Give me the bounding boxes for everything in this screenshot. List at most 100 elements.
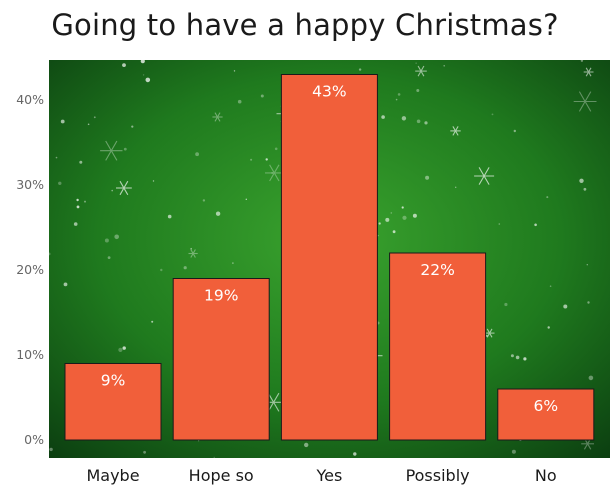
- bar-value-label: 43%: [312, 83, 346, 101]
- snow-dot: [93, 116, 96, 119]
- snow-dot: [491, 113, 494, 116]
- snow-dot: [401, 116, 407, 121]
- snow-dot: [381, 115, 385, 119]
- snow-dot: [79, 160, 83, 164]
- bar-value-label: 19%: [204, 287, 238, 305]
- snow-dot: [107, 256, 111, 259]
- snow-dot: [123, 147, 127, 151]
- y-axis: 0% 10% 20% 30% 40%: [16, 92, 44, 447]
- category-label: Possibly: [406, 466, 470, 485]
- snow-dot: [534, 223, 537, 227]
- bar-series: 9% 19% 43% 22% 6%: [64, 74, 595, 441]
- snow-dot: [131, 125, 134, 128]
- snow-dot: [84, 200, 86, 203]
- snow-dot: [237, 99, 242, 104]
- category-label: No: [535, 466, 557, 485]
- snow-dot: [378, 222, 381, 225]
- snow-dot: [515, 355, 520, 360]
- snow-dot: [140, 59, 145, 64]
- snow-dot: [183, 266, 187, 270]
- snow-dot: [73, 222, 78, 226]
- snow-dot: [152, 180, 155, 182]
- snow-dot: [265, 158, 268, 161]
- snow-dot: [547, 326, 550, 329]
- snowflake-icon: [415, 65, 427, 77]
- snowflake-icon: [188, 249, 198, 258]
- snow-dot: [213, 456, 215, 458]
- bar: [497, 388, 595, 441]
- snow-dot: [498, 223, 501, 225]
- snow-dot: [412, 213, 417, 218]
- snow-dot: [416, 119, 421, 124]
- snow-dot: [443, 65, 446, 67]
- snowflake-icon: [573, 91, 597, 112]
- snow-dot: [49, 447, 53, 452]
- snow-dot: [579, 178, 584, 183]
- snow-dot: [511, 449, 516, 454]
- snow-dot: [202, 199, 206, 202]
- snow-dot: [353, 452, 357, 456]
- snow-dot: [142, 74, 145, 76]
- snow-dot: [513, 129, 516, 133]
- category-label: Hope so: [189, 466, 254, 485]
- snow-dot: [215, 211, 221, 216]
- snow-dot: [232, 262, 234, 264]
- snow-dot: [583, 187, 587, 191]
- snow-dot: [145, 77, 151, 83]
- snow-dot: [190, 247, 192, 250]
- snow-dot: [395, 98, 398, 101]
- snow-dot: [304, 442, 309, 448]
- snowflake-icon: [450, 126, 461, 136]
- y-tick-label: 0%: [24, 432, 44, 447]
- snow-dot: [504, 302, 508, 307]
- snow-dot: [510, 354, 514, 358]
- snow-dot: [401, 206, 404, 209]
- snowflake-icon: [264, 164, 284, 182]
- bar: [280, 74, 378, 441]
- snow-dot: [87, 123, 90, 126]
- category-label: Yes: [315, 466, 342, 485]
- x-axis: Maybe Hope so Yes Possibly No: [86, 466, 556, 485]
- y-tick-label: 30%: [16, 177, 44, 192]
- snow-dot: [151, 320, 154, 323]
- snow-dot: [402, 215, 407, 220]
- snow-dot: [76, 198, 79, 202]
- snow-dot: [143, 450, 147, 454]
- snow-dot: [47, 252, 51, 256]
- snow-dot: [549, 285, 552, 288]
- snow-dot: [586, 264, 588, 266]
- snow-dot: [55, 156, 58, 159]
- snow-dot: [245, 198, 247, 200]
- snowflake-icon: [583, 67, 594, 77]
- snow-dot: [58, 181, 62, 185]
- bar: [172, 278, 270, 441]
- snow-dot: [63, 282, 68, 287]
- snow-dot: [195, 152, 200, 157]
- bar: [64, 363, 162, 441]
- snow-dot: [580, 59, 584, 62]
- bar-value-label: 9%: [101, 372, 126, 390]
- snow-dot: [122, 63, 126, 67]
- bar: [389, 252, 487, 441]
- snow-dot: [250, 158, 253, 161]
- snow-dot: [563, 304, 568, 309]
- snow-dot: [392, 230, 396, 234]
- snow-dot: [425, 175, 430, 180]
- category-label: Maybe: [86, 466, 139, 485]
- snow-dot: [111, 189, 113, 192]
- snowflake-icon: [484, 328, 495, 338]
- y-tick-label: 40%: [16, 92, 44, 107]
- snow-dot: [271, 172, 273, 174]
- bar-value-label: 6%: [534, 397, 559, 415]
- snow-dot: [546, 196, 549, 199]
- snow-dot: [233, 70, 236, 72]
- snow-dot: [587, 301, 590, 304]
- snow-dot: [385, 217, 390, 222]
- snow-dot: [424, 121, 428, 125]
- snow-dot: [416, 89, 420, 92]
- y-tick-label: 10%: [16, 347, 44, 362]
- snow-dot: [104, 238, 109, 243]
- snow-dot: [167, 214, 172, 219]
- snow-dot: [118, 347, 123, 352]
